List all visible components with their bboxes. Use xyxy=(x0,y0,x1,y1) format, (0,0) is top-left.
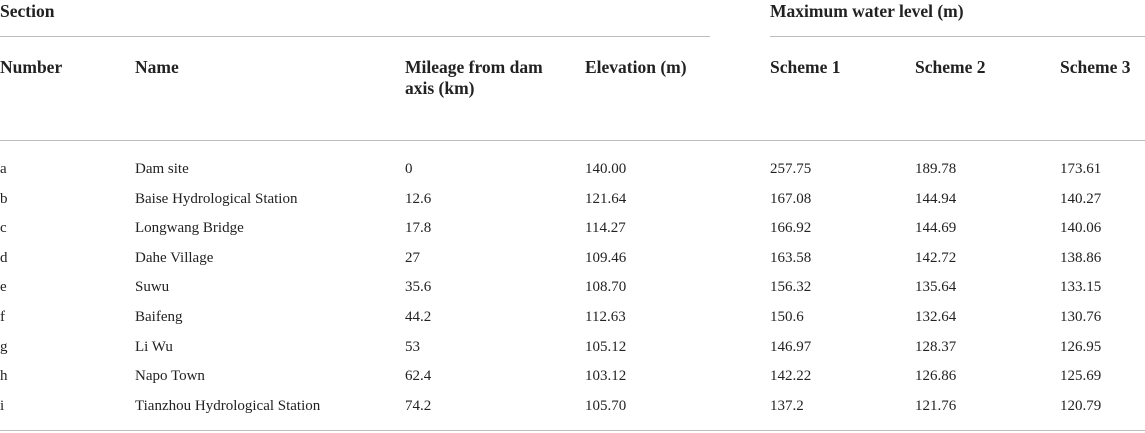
cell-scheme2: 132.64 xyxy=(915,309,957,325)
cell-elevation: 105.70 xyxy=(585,398,627,414)
cell-name: Suwu xyxy=(135,279,170,295)
cell-name: Dahe Village xyxy=(135,250,214,266)
cell-elevation: 114.27 xyxy=(585,220,626,236)
cell-scheme1: 167.08 xyxy=(770,191,812,207)
cell-number: g xyxy=(0,339,8,355)
cell-mileage: 27 xyxy=(405,250,420,266)
cell-scheme3: 138.86 xyxy=(1060,250,1102,266)
col-header-scheme-1: Scheme 1 xyxy=(770,57,841,77)
cell-mileage: 35.6 xyxy=(405,279,432,295)
col-header-elevation: Elevation (m) xyxy=(585,57,687,77)
cell-scheme1: 142.22 xyxy=(770,368,812,384)
cell-number: i xyxy=(0,398,5,414)
cell-scheme1: 150.6 xyxy=(770,309,804,325)
col-header-scheme-2: Scheme 2 xyxy=(915,57,986,77)
cell-scheme2: 135.64 xyxy=(915,279,957,295)
cell-mileage: 0 xyxy=(405,161,413,177)
cell-name: Baifeng xyxy=(135,309,183,325)
cell-mileage: 44.2 xyxy=(405,309,432,325)
col-header-mileage: Mileage from dam axis (km) xyxy=(405,57,543,98)
cell-scheme2: 144.94 xyxy=(915,191,957,207)
cell-elevation: 105.12 xyxy=(585,339,627,355)
cell-name: Napo Town xyxy=(135,368,205,384)
cell-number: f xyxy=(0,309,5,325)
cell-number: h xyxy=(0,368,8,384)
cell-elevation: 109.46 xyxy=(585,250,627,266)
cell-scheme1: 163.58 xyxy=(770,250,812,266)
cell-elevation: 112.63 xyxy=(585,309,626,325)
cell-scheme3: 133.15 xyxy=(1060,279,1102,295)
section-group-rule xyxy=(0,36,710,37)
cell-name: Dam site xyxy=(135,161,189,177)
cell-elevation: 103.12 xyxy=(585,368,627,384)
cell-mileage: 17.8 xyxy=(405,220,432,236)
group-header-max-water-level: Maximum water level (m) xyxy=(770,1,964,21)
cell-scheme1: 156.32 xyxy=(770,279,812,295)
cell-scheme1: 166.92 xyxy=(770,220,812,236)
max-level-group-rule xyxy=(770,36,1145,37)
cell-scheme2: 189.78 xyxy=(915,161,957,177)
cell-scheme3: 130.76 xyxy=(1060,309,1102,325)
cell-scheme1: 146.97 xyxy=(770,339,812,355)
cell-mileage: 74.2 xyxy=(405,398,432,414)
group-header-section: Section xyxy=(0,1,55,21)
cell-scheme2: 144.69 xyxy=(915,220,957,236)
cell-number: a xyxy=(0,161,7,177)
table-bottom-rule xyxy=(0,430,1145,431)
cell-mileage: 12.6 xyxy=(405,191,432,207)
cell-scheme3: 125.69 xyxy=(1060,368,1102,384)
cell-elevation: 140.00 xyxy=(585,161,627,177)
cell-scheme2: 126.86 xyxy=(915,368,957,384)
cell-number: c xyxy=(0,220,7,236)
cell-elevation: 121.64 xyxy=(585,191,627,207)
header-bottom-rule xyxy=(0,140,1145,141)
cell-number: d xyxy=(0,250,8,266)
cell-scheme1: 257.75 xyxy=(770,161,812,177)
cell-elevation: 108.70 xyxy=(585,279,627,295)
col-header-number: Number xyxy=(0,57,63,77)
cell-mileage: 62.4 xyxy=(405,368,432,384)
col-header-scheme-3: Scheme 3 xyxy=(1060,57,1131,77)
cell-scheme3: 140.06 xyxy=(1060,220,1102,236)
cell-scheme2: 128.37 xyxy=(915,339,957,355)
cell-scheme3: 120.79 xyxy=(1060,398,1102,414)
cell-mileage: 53 xyxy=(405,339,420,355)
cell-name: Li Wu xyxy=(135,339,173,355)
cell-name: Baise Hydrological Station xyxy=(135,191,298,207)
cell-scheme3: 126.95 xyxy=(1060,339,1102,355)
cell-scheme2: 142.72 xyxy=(915,250,957,266)
col-header-name: Name xyxy=(135,57,179,77)
cell-scheme3: 173.61 xyxy=(1060,161,1102,177)
cell-name: Longwang Bridge xyxy=(135,220,244,236)
cell-scheme1: 137.2 xyxy=(770,398,804,414)
cell-number: b xyxy=(0,191,8,207)
cell-number: e xyxy=(0,279,7,295)
cell-name: Tianzhou Hydrological Station xyxy=(135,398,321,414)
cell-scheme2: 121.76 xyxy=(915,398,957,414)
cell-scheme3: 140.27 xyxy=(1060,191,1102,207)
